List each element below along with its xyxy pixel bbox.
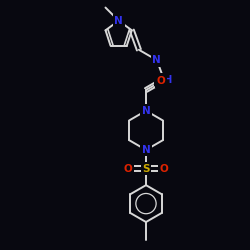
Text: N: N bbox=[142, 145, 150, 155]
Text: O: O bbox=[124, 164, 133, 173]
Text: N: N bbox=[142, 106, 150, 116]
Text: O: O bbox=[159, 164, 168, 173]
Text: NH: NH bbox=[156, 75, 172, 85]
Text: N: N bbox=[114, 16, 123, 26]
Text: N: N bbox=[152, 55, 161, 65]
Text: O: O bbox=[157, 76, 166, 86]
Text: S: S bbox=[142, 164, 150, 173]
